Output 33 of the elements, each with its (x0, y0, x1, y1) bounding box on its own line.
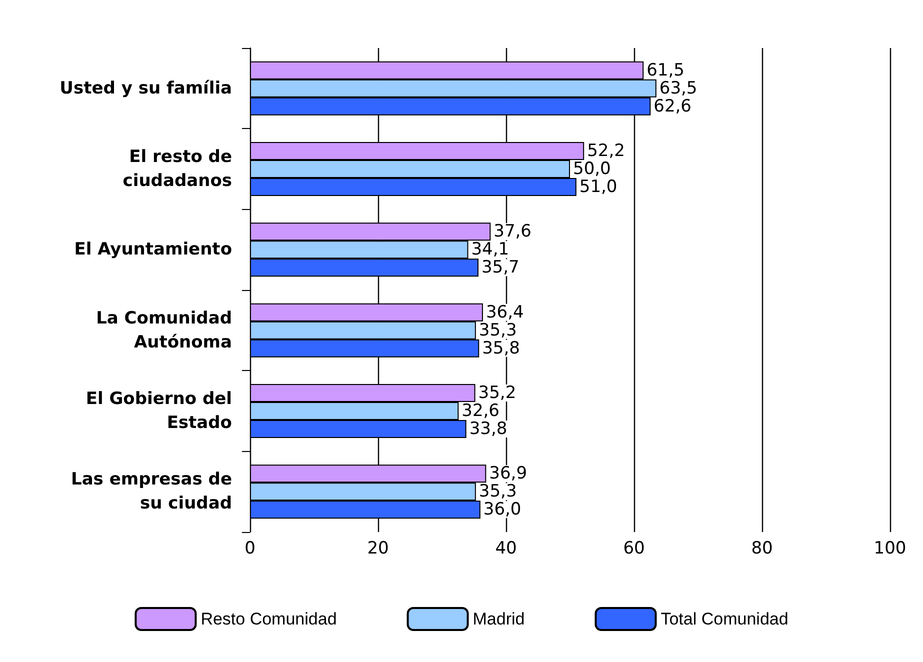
data-label: 32,6 (462, 401, 500, 421)
data-label: 62,6 (654, 96, 692, 116)
x-tick-label: 60 (623, 538, 645, 558)
x-tick-label: 80 (751, 538, 773, 558)
data-label: 36,9 (489, 464, 528, 484)
y-tick-label: El resto de ciudadanos (122, 147, 232, 191)
data-label: 36,4 (486, 302, 524, 322)
data-label: 52,2 (587, 141, 625, 161)
data-label: 36,0 (483, 500, 522, 520)
data-label: 50,0 (573, 159, 611, 179)
data-label: 51,0 (579, 177, 618, 197)
data-label: 35,8 (482, 338, 520, 358)
y-tick-label: La Comunidad Autónoma (96, 308, 232, 352)
data-label: 37,6 (494, 222, 532, 242)
x-tick-label: 20 (367, 538, 389, 558)
data-label: 63,5 (659, 78, 698, 98)
x-tick-label: 40 (495, 538, 517, 558)
data-label: 35,2 (478, 383, 516, 403)
data-label: 61,5 (646, 60, 684, 80)
y-tick-label: Las empresas de su ciudad (71, 470, 232, 514)
data-label: 33,8 (469, 419, 508, 439)
x-tick-label: 100 (874, 538, 906, 558)
y-tick-label: El Ayuntamiento (74, 240, 232, 260)
data-label: 35,3 (478, 482, 517, 502)
legend-label: Total Comunidad (660, 610, 788, 628)
legend-label: Resto Comunidad (200, 610, 337, 628)
data-label: 35,7 (481, 258, 520, 278)
y-tick-label: Usted y su família (60, 78, 232, 98)
x-tick-label: 0 (244, 538, 256, 558)
y-tick-label: El Gobierno del Estado (86, 389, 232, 433)
data-label: 34,1 (471, 240, 510, 260)
legend-label: Madrid (472, 610, 525, 628)
data-label: 35,3 (478, 320, 517, 340)
